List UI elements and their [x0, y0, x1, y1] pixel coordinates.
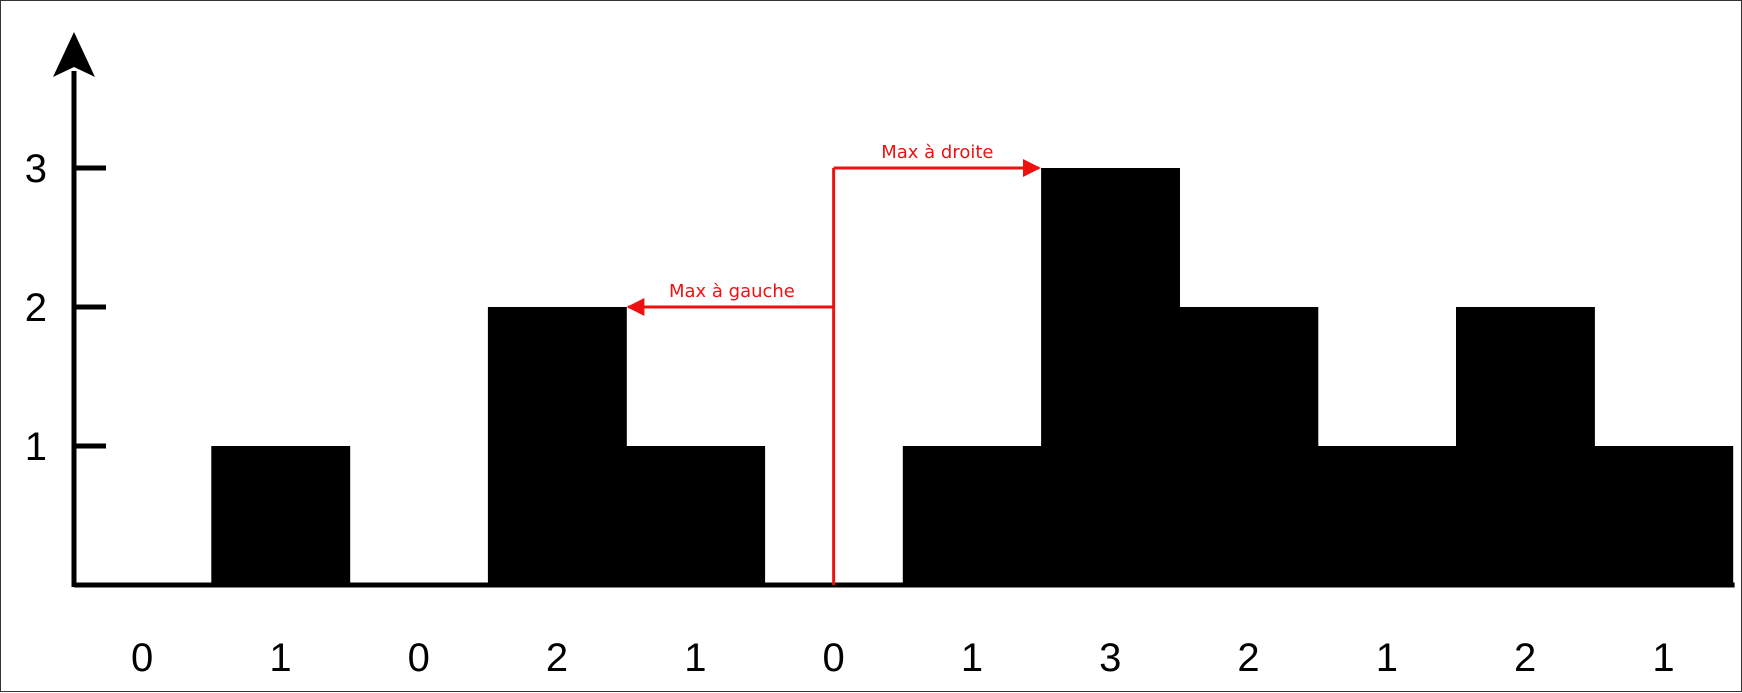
bar-3	[487, 307, 627, 585]
x-tick-label-11: 1	[1652, 636, 1674, 680]
x-tick-label-7: 3	[1099, 636, 1121, 680]
bar-4	[626, 446, 766, 585]
right-max-label: Max à droite	[881, 142, 993, 163]
x-tick-label-0: 0	[131, 636, 153, 680]
bar-6	[902, 446, 1042, 585]
bar-10	[1456, 307, 1595, 585]
x-tick-label-1: 1	[269, 636, 291, 680]
bar-1	[211, 446, 351, 585]
annotations: Max à gauche Max à droite	[626, 142, 1041, 585]
x-tick-label-4: 1	[684, 636, 706, 680]
y-axis-arrow-icon	[53, 32, 95, 77]
x-tick-label-8: 2	[1237, 636, 1259, 680]
bar-9	[1317, 446, 1457, 585]
bar-7	[1041, 168, 1180, 585]
y-tick-label-1: 1	[25, 425, 47, 469]
bar-11	[1594, 446, 1734, 585]
x-tick-labels: 0 1 0 2 1 0 1 3 2 1 2 1	[131, 636, 1675, 680]
y-tick-label-3: 3	[25, 147, 47, 191]
x-tick-label-2: 0	[408, 636, 430, 680]
bars-layer	[211, 168, 1734, 585]
y-tick-label-2: 2	[25, 286, 47, 330]
x-tick-label-9: 1	[1376, 636, 1398, 680]
x-tick-label-6: 1	[961, 636, 983, 680]
y-ticks: 1 2 3	[25, 147, 106, 469]
x-tick-label-10: 2	[1514, 636, 1536, 680]
x-tick-label-5: 0	[823, 636, 845, 680]
left-max-label: Max à gauche	[669, 281, 795, 302]
x-tick-label-3: 2	[546, 636, 568, 680]
bar-8	[1179, 307, 1319, 585]
axes	[53, 32, 1735, 588]
